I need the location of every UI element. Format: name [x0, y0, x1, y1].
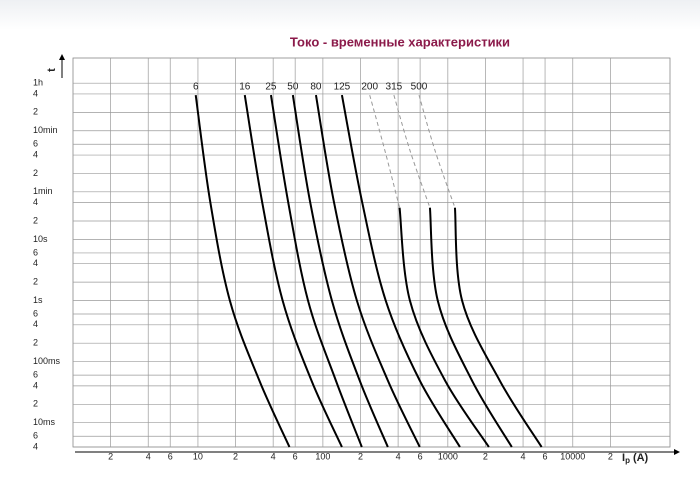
y-tick-label: 4 — [33, 88, 38, 98]
y-tick-label: 4 — [33, 149, 38, 159]
dashed-curve — [418, 94, 456, 208]
fuse-curve — [314, 94, 421, 448]
chart-title: Токо - временные характеристики — [290, 34, 510, 49]
y-tick-label: 1min — [33, 186, 53, 196]
y-tick-label: 6 — [33, 247, 38, 257]
x-tick-label: 4 — [271, 451, 276, 461]
fuse-curve — [398, 207, 490, 448]
y-tick-label: 6 — [33, 308, 38, 318]
dashed-curve — [369, 94, 401, 208]
fuse-curve — [269, 94, 363, 448]
curve-label: 315 — [386, 82, 403, 93]
fuse-curve — [428, 207, 513, 448]
x-tick-label: 6 — [418, 451, 423, 461]
y-tick-label: 2 — [33, 276, 38, 286]
y-tick-label: 6 — [33, 139, 38, 149]
x-label-unit: (A) — [633, 452, 649, 464]
x-tick-label: 10 — [193, 451, 203, 461]
dashed-curve — [393, 94, 431, 208]
y-tick-label: 4 — [33, 380, 38, 390]
curve-label: 16 — [239, 82, 251, 93]
curve-label: 200 — [361, 82, 378, 93]
y-tick-label: 2 — [33, 399, 38, 409]
x-label-main: I — [622, 452, 625, 464]
fuse-curve — [243, 94, 343, 448]
curve-label: 500 — [411, 82, 428, 93]
x-axis-label: Ip (A) — [622, 452, 649, 465]
y-tick-label: 4 — [33, 319, 38, 329]
fuse-curve — [340, 94, 461, 448]
y-tick-label: 4 — [33, 197, 38, 207]
x-tick-label: 1000 — [438, 451, 458, 461]
y-axis-label: t — [46, 68, 58, 72]
fuse-curve — [291, 94, 389, 448]
x-arrow-head — [674, 449, 680, 455]
x-tick-label: 2 — [608, 451, 613, 461]
x-tick-label: 2 — [483, 451, 488, 461]
x-tick-label: 4 — [396, 451, 401, 461]
y-tick-label: 2 — [33, 168, 38, 178]
x-tick-label: 4 — [521, 451, 526, 461]
x-tick-label: 2 — [233, 451, 238, 461]
curve-label: 125 — [334, 82, 351, 93]
y-tick-label: 10min — [33, 125, 58, 135]
y-tick-label: 6 — [33, 370, 38, 380]
x-label-sub: p — [625, 456, 630, 465]
curve-label: 80 — [310, 82, 322, 93]
header-band — [0, 0, 700, 30]
curve-label: 50 — [287, 82, 299, 93]
x-tick-label: 2 — [108, 451, 113, 461]
x-tick-label: 2 — [358, 451, 363, 461]
fuse-curve — [453, 207, 543, 448]
x-tick-label: 4 — [146, 451, 151, 461]
y-tick-label: 2 — [33, 215, 38, 225]
plot-frame — [72, 57, 671, 448]
y-tick-label: 2 — [33, 107, 38, 117]
fuse-curve — [194, 94, 291, 448]
y-tick-label: 6 — [33, 431, 38, 441]
y-tick-label: 1s — [33, 295, 43, 305]
x-tick-label: 10000 — [560, 451, 585, 461]
x-tick-label: 100 — [315, 451, 330, 461]
y-tick-label: 2 — [33, 338, 38, 348]
x-tick-label: 6 — [168, 451, 173, 461]
y-tick-label: 4 — [33, 441, 38, 451]
curve-label: 6 — [193, 82, 199, 93]
x-tick-label: 6 — [543, 451, 548, 461]
y-tick-label: 10s — [33, 234, 48, 244]
y-tick-label: 1h — [33, 78, 43, 88]
y-tick-label: 100ms — [33, 356, 61, 366]
y-tick-label: 10ms — [33, 417, 56, 427]
x-tick-label: 6 — [293, 451, 298, 461]
y-tick-label: 4 — [33, 258, 38, 268]
y-arrow-head — [59, 54, 65, 60]
curve-label: 25 — [265, 82, 277, 93]
